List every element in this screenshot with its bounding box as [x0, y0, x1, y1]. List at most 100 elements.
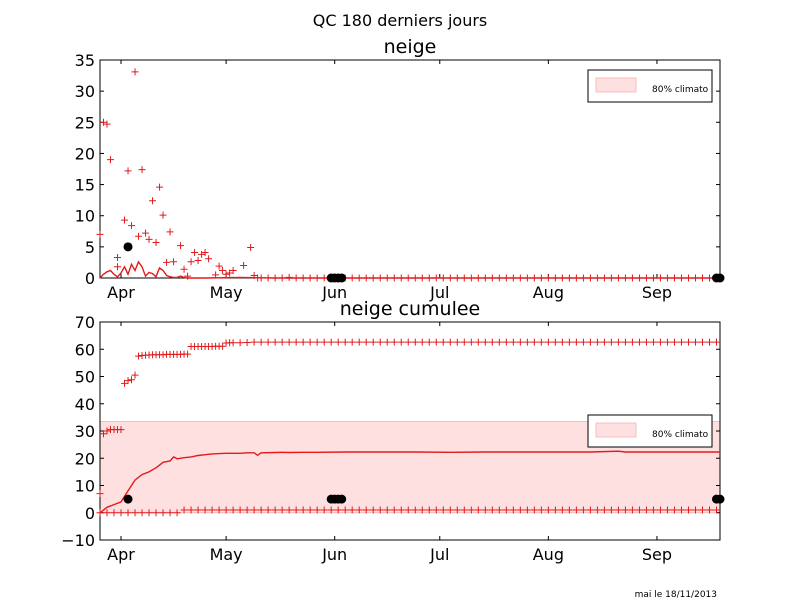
- cumulative-upper-plus-marker: [404, 338, 412, 346]
- cumulative-upper-plus-marker: [614, 338, 622, 346]
- cumulative-lower-plus-marker: [264, 506, 272, 514]
- x-tick-label: May: [210, 545, 243, 564]
- cumulative-lower-plus-marker: [425, 506, 433, 514]
- daily-snow-plus-marker: [149, 197, 157, 205]
- cumulative-lower-plus-marker: [208, 506, 216, 514]
- cumulative-upper-plus-marker: [551, 338, 559, 346]
- cumulative-upper-plus-marker: [117, 426, 125, 434]
- cumulative-upper-plus-marker: [278, 338, 286, 346]
- cumulative-lower-plus-marker: [551, 506, 559, 514]
- x-tick-label: Sep: [642, 283, 672, 302]
- cumulative-upper-plus-marker: [292, 338, 300, 346]
- cumulative-lower-plus-marker: [628, 506, 636, 514]
- cumulative-lower-plus-marker: [516, 506, 524, 514]
- cumulative-upper-plus-marker: [327, 338, 335, 346]
- cumulative-upper-plus-marker: [285, 338, 293, 346]
- cumulative-lower-plus-marker: [138, 509, 146, 517]
- cumulative-upper-plus-marker: [649, 338, 657, 346]
- cumulative-lower-plus-marker: [334, 506, 342, 514]
- y-tick-label: 60: [75, 340, 95, 359]
- daily-snow-plus-marker: [131, 68, 139, 76]
- cumulative-upper-plus-marker: [439, 338, 447, 346]
- cumulative-upper-plus-marker: [313, 338, 321, 346]
- y-tick-label: 30: [75, 422, 95, 441]
- legend-swatch: [595, 422, 637, 438]
- cumulative-lower-plus-marker: [362, 506, 370, 514]
- cumulative-lower-plus-marker: [103, 509, 111, 517]
- daily-snow-plus-marker: [159, 211, 167, 219]
- cumulative-upper-plus-marker: [264, 338, 272, 346]
- x-tick-label: Apr: [107, 283, 135, 302]
- daily-snow-plus-marker: [163, 258, 171, 266]
- cumulative-upper-plus-marker: [341, 338, 349, 346]
- cumulative-lower-plus-marker: [600, 506, 608, 514]
- cumulative-upper-plus-marker: [348, 338, 356, 346]
- cumulative-upper-plus-marker: [229, 339, 237, 347]
- daily-snow-plus-marker: [156, 183, 164, 191]
- cumulative-upper-plus-marker: [128, 376, 136, 384]
- cumulative-lower-plus-marker: [292, 506, 300, 514]
- snow-cumulative-chart: neige cumulee −10 0 10 20 30 40 50 60 70 Apr May Ju…: [61, 298, 725, 564]
- snow-cumulative-title: neige cumulee: [340, 298, 481, 320]
- cumulative-lower-plus-marker: [285, 506, 293, 514]
- cumulative-lower-plus-marker: [369, 506, 377, 514]
- cumulative-upper-plus-marker: [299, 338, 307, 346]
- y-tick-label: 0: [85, 269, 95, 288]
- cumulative-upper-plus-marker: [635, 338, 643, 346]
- daily-snow-line: [99, 260, 720, 279]
- cumulative-upper-plus-marker: [467, 338, 475, 346]
- cumulative-lower-plus-marker: [201, 506, 209, 514]
- cumulative-lower-plus-marker: [481, 506, 489, 514]
- cumulative-upper-plus-marker: [670, 338, 678, 346]
- daily-snow-plus-marker: [240, 262, 248, 270]
- daily-snow-plus-marker: [121, 216, 129, 224]
- cumulative-upper-plus-marker: [131, 371, 139, 379]
- cumulative-upper-plus-marker: [712, 338, 720, 346]
- cumulative-upper-plus-marker: [488, 338, 496, 346]
- cumulative-lower-plus-marker: [404, 506, 412, 514]
- cumulative-upper-plus-marker: [362, 338, 370, 346]
- cumulative-lower-plus-marker: [502, 506, 510, 514]
- daily-snow-plus-marker: [124, 167, 132, 175]
- cumulative-lower-plus-marker: [537, 506, 545, 514]
- cumulative-upper-plus-marker: [320, 338, 328, 346]
- cumulative-upper-plus-marker: [530, 338, 538, 346]
- daily-snow-plus-marker: [100, 118, 108, 126]
- y-tick-label: 70: [75, 313, 95, 332]
- daily-snow-dot: [715, 273, 725, 283]
- y-tick-label: 10: [75, 207, 95, 226]
- daily-snow-plus-marker: [128, 222, 136, 230]
- cumulative-upper-plus-marker: [516, 338, 524, 346]
- cumulative-lower-plus-marker: [215, 506, 223, 514]
- footer-date: mai le 18/11/2013: [635, 590, 717, 600]
- daily-snow-plus-marker: [138, 166, 146, 174]
- cumulative-lower-plus-marker: [397, 506, 405, 514]
- daily-snow-plus-marker: [191, 248, 199, 256]
- cumulative-upper-plus-marker: [425, 338, 433, 346]
- daily-snow-plus-marker: [194, 257, 202, 265]
- cumulative-lower-plus-marker: [299, 506, 307, 514]
- cumulative-lower-plus-marker: [341, 506, 349, 514]
- cumulative-lower-plus-marker: [432, 506, 440, 514]
- y-tick-label: 40: [75, 395, 95, 414]
- cumulative-upper-plus-marker: [677, 338, 685, 346]
- x-tick-label: Jun: [321, 545, 347, 564]
- cumulative-lower-plus-marker: [691, 506, 699, 514]
- daily-snow-plus-marker: [145, 235, 153, 243]
- daily-snow-plus-marker: [201, 248, 209, 256]
- x-tick-label: Apr: [107, 545, 135, 564]
- cumulative-lower-plus-marker: [145, 509, 153, 517]
- cumulative-upper-plus-marker: [691, 338, 699, 346]
- cumulative-lower-plus-marker: [411, 506, 419, 514]
- cumulative-lower-plus-marker: [348, 506, 356, 514]
- cumulative-upper-plus-marker: [121, 379, 129, 387]
- legend-label: 80% climato: [652, 430, 709, 440]
- cumulative-lower-plus-marker: [236, 506, 244, 514]
- cumulative-upper-plus-marker: [257, 338, 265, 346]
- cumulative-upper-plus-marker: [184, 350, 192, 358]
- cumulative-dot: [123, 494, 133, 504]
- daily-snow-plus-marker: [114, 253, 122, 261]
- cumulative-upper-plus-marker: [135, 352, 143, 360]
- cumulative-upper-plus-marker: [593, 338, 601, 346]
- daily-snow-plus-marker: [114, 263, 122, 271]
